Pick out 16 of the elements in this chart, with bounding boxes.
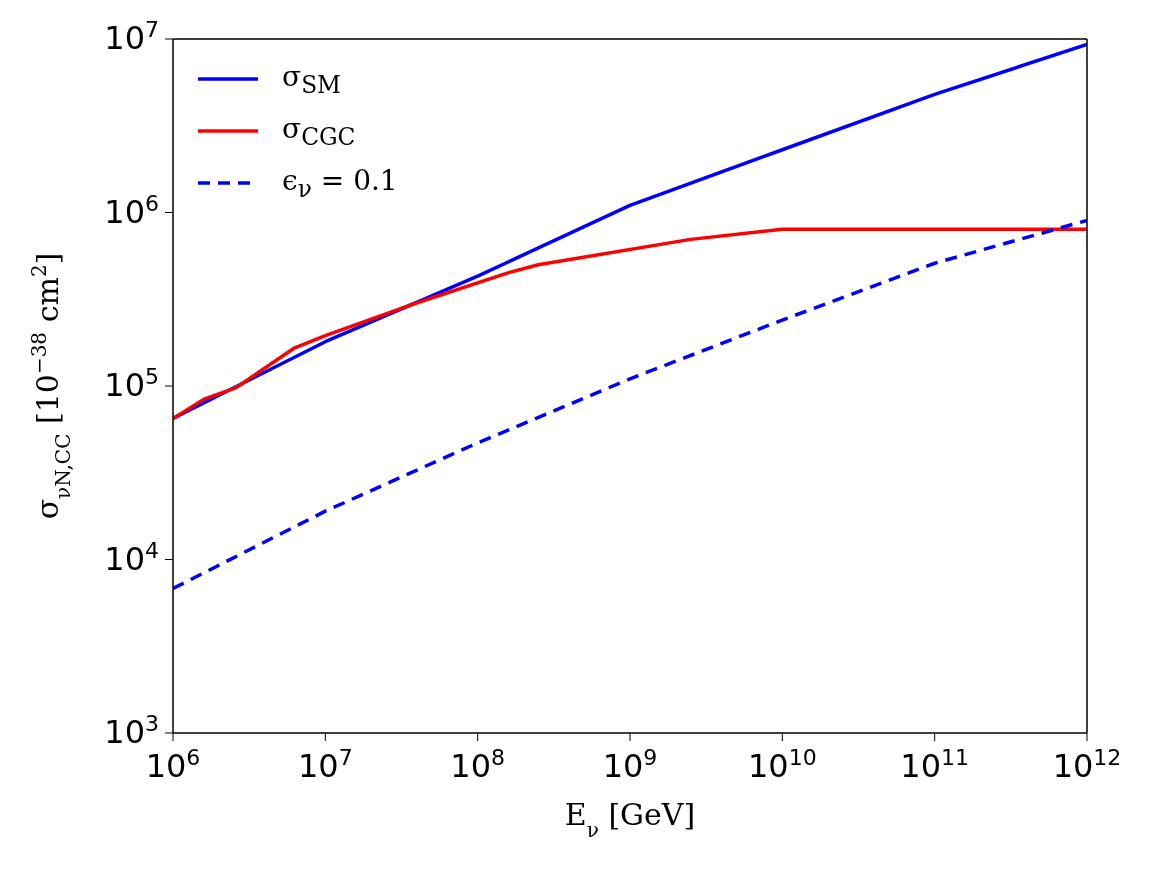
legend-label: σ$_{SM}$ xyxy=(282,59,341,99)
y-tick-label: 10$^{4}$ xyxy=(104,537,159,578)
x-tick-label: 10$^{9}$ xyxy=(602,744,658,785)
y-tick-label: 10$^{7}$ xyxy=(104,16,159,57)
x-tick-label: 10$^{11}$ xyxy=(900,744,970,785)
y-tick-label: 10$^{5}$ xyxy=(104,363,159,404)
x-axis-title: E$_{ν}$ [GeV] xyxy=(564,797,696,842)
x-tick-label: 10$^{12}$ xyxy=(1052,744,1122,785)
x-tick-label: 10$^{7}$ xyxy=(297,744,353,785)
legend-label: ϵ$_{ν}$ = 0.1 xyxy=(282,163,398,203)
x-tick-label: 10$^{10}$ xyxy=(747,744,817,785)
y-tick-label: 10$^{6}$ xyxy=(104,190,159,231)
line-series xyxy=(173,42,1087,421)
x-tick-label: 10$^{8}$ xyxy=(450,744,506,785)
legend-label: σ$_{CGC}$ xyxy=(282,111,356,151)
line-series xyxy=(173,218,1087,591)
